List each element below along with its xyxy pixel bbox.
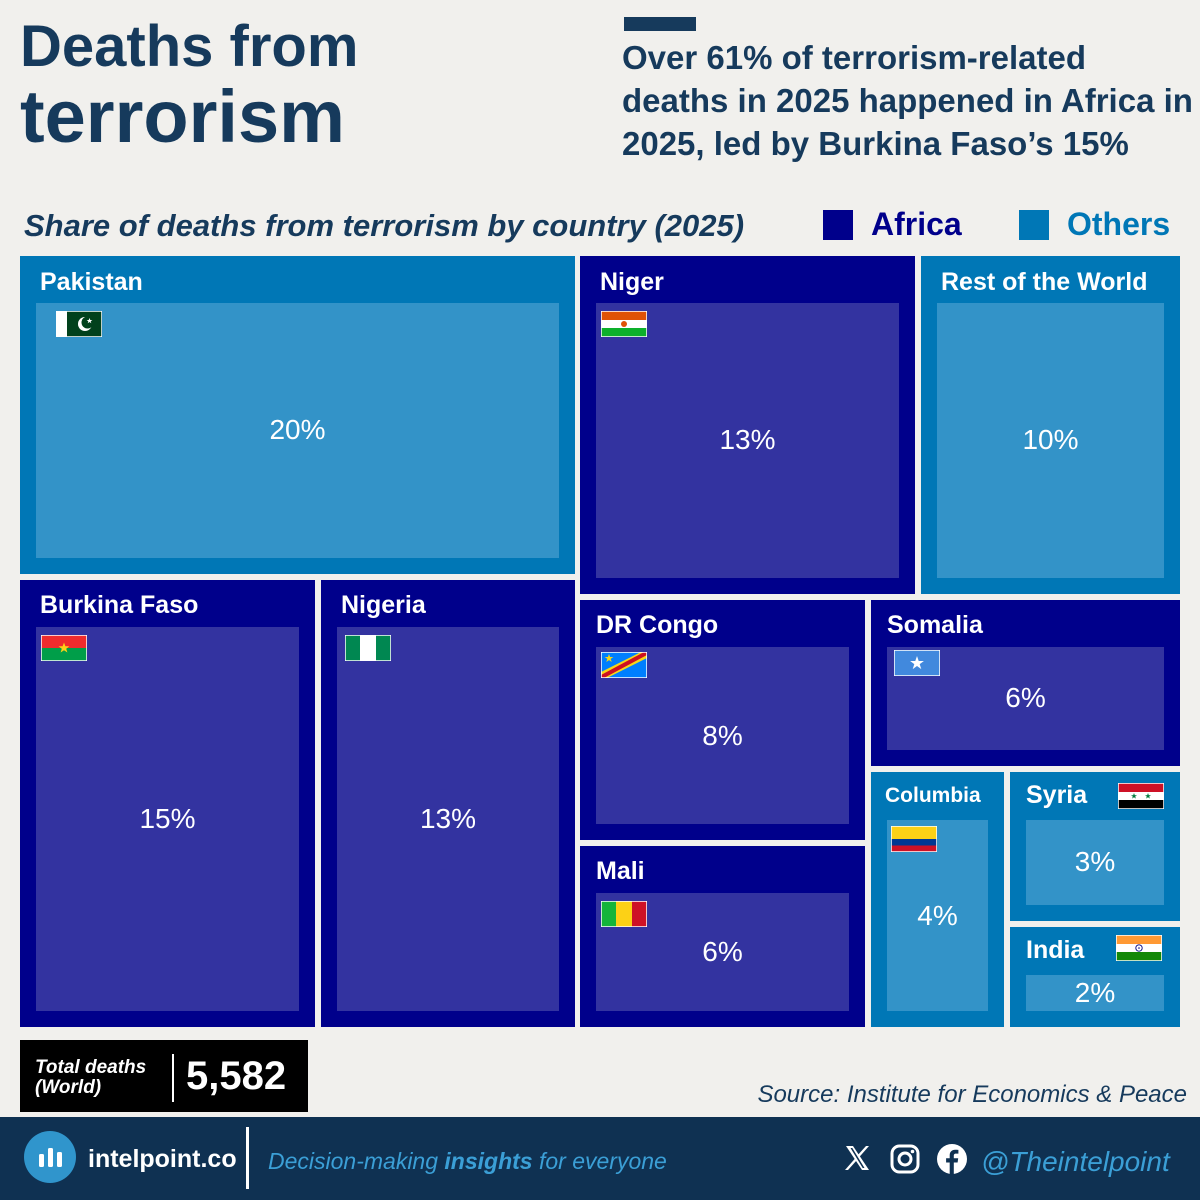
tile-inner-niger — [596, 303, 899, 578]
legend-others-swatch — [1019, 209, 1049, 240]
brand-logo-icon[interactable] — [24, 1131, 76, 1183]
tile-value-syria: 3% — [1074, 846, 1116, 877]
tile-label-pakistan: Pakistan — [40, 268, 143, 296]
tile-value-nigeria: 13% — [419, 803, 477, 834]
tile-label-somalia: Somalia — [887, 611, 983, 639]
total-deaths-box: Total deaths (World) 5,582 — [20, 1040, 308, 1112]
legend-others: Others — [1019, 206, 1170, 243]
total-deaths-value: 5,582 — [186, 1054, 287, 1098]
flag-dr-congo-icon — [600, 651, 648, 683]
tile-inner-rest-of-the-world — [937, 303, 1164, 578]
tile-label-niger: Niger — [600, 268, 664, 296]
total-deaths-label-line1: Total deaths — [35, 1057, 147, 1078]
treemap-tile-niger: Niger 13% — [580, 256, 915, 594]
headline-accent-bar — [624, 17, 696, 31]
tile-value-burkina-faso: 15% — [139, 803, 196, 834]
treemap-tile-somalia: Somalia 6% — [871, 600, 1180, 766]
legend-others-label: Others — [1067, 206, 1171, 242]
treemap-tile-rest-of-the-world: Rest of the World 10% — [921, 256, 1180, 594]
instagram-icon[interactable] — [889, 1143, 921, 1180]
total-deaths-label-line2: (World) — [35, 1077, 102, 1098]
tile-value-mali: 6% — [702, 936, 743, 967]
flag-pakistan-icon — [55, 310, 103, 342]
tile-value-pakistan: 20% — [269, 414, 326, 445]
treemap-tile-nigeria: Nigeria 13% — [321, 580, 575, 1027]
treemap-tile-burkina-faso: Burkina Faso 15% — [20, 580, 315, 1027]
tile-label-syria: Syria — [1026, 781, 1088, 809]
treemap-tile-mali: Mali 6% — [580, 846, 865, 1027]
tile-label-dr-congo: DR Congo — [596, 611, 719, 639]
source-note: Source: Institute for Economics & Peace — [757, 1081, 1187, 1108]
tile-inner-pakistan — [36, 303, 559, 558]
tagline: Decision-making insights for everyone — [268, 1148, 667, 1175]
tile-inner-mali — [596, 893, 849, 1011]
treemap-tile-dr-congo: DR Congo 8% — [580, 600, 865, 840]
tile-inner-burkina-faso — [36, 627, 299, 1011]
tile-label-rest-of-the-world: Rest of the World — [941, 268, 1148, 296]
flag-burkina-faso-icon — [40, 634, 88, 666]
treemap-tile-india: India 2% — [1010, 927, 1180, 1027]
tile-value-india: 2% — [1074, 977, 1116, 1008]
tile-inner-india — [1026, 975, 1164, 1011]
treemap-tile-columbia: Columbia 4% — [871, 772, 1004, 1027]
tile-inner-syria — [1026, 820, 1164, 905]
treemap-tile-syria: Syria 3% — [1010, 772, 1180, 921]
social-handle[interactable]: @Theintelpoint — [981, 1146, 1170, 1177]
headline: Over 61% of terrorism-related deaths in … — [622, 39, 1193, 162]
brand-name[interactable]: intelpoint.co — [88, 1145, 237, 1173]
flag-niger-icon — [600, 310, 648, 342]
tile-value-dr-congo: 8% — [702, 720, 743, 751]
legend-africa-label: Africa — [871, 206, 962, 242]
facebook-icon[interactable] — [936, 1143, 968, 1180]
page-title: Deaths from terrorism — [20, 18, 358, 154]
footer: intelpoint.co Decision-making insights f… — [0, 1117, 1200, 1200]
total-deaths-label: Total deaths (World) — [35, 1058, 146, 1098]
tile-inner-dr-congo — [596, 647, 849, 824]
tagline-post: for everyone — [532, 1148, 667, 1174]
tile-label-burkina-faso: Burkina Faso — [40, 591, 199, 619]
tagline-bold: insights — [444, 1148, 533, 1174]
legend-africa-swatch — [823, 209, 853, 240]
tile-value-niger: 13% — [719, 424, 776, 455]
title-line-2: terrorism — [20, 75, 345, 158]
tile-inner-somalia — [887, 647, 1164, 750]
tagline-pre: Decision-making — [268, 1148, 445, 1174]
x-icon[interactable] — [842, 1143, 872, 1178]
tile-value-rest-of-the-world: 10% — [1022, 424, 1079, 455]
legend-africa: Africa — [823, 206, 962, 243]
tile-label-nigeria: Nigeria — [341, 591, 426, 619]
tile-label-india: India — [1026, 936, 1085, 964]
tile-label-columbia: Columbia — [885, 784, 981, 807]
flag-colombia-icon — [890, 825, 938, 857]
title-line-1: Deaths from — [20, 14, 359, 79]
chart-title: Share of deaths from terrorism by countr… — [24, 208, 745, 243]
flag-mali-icon — [600, 900, 648, 932]
flag-somalia-icon — [893, 649, 941, 681]
flag-syria-icon — [1117, 782, 1165, 814]
tile-value-columbia: 4% — [917, 900, 958, 931]
tile-label-mali: Mali — [596, 857, 645, 885]
tile-inner-columbia — [887, 820, 988, 1011]
tile-value-somalia: 6% — [1005, 682, 1046, 713]
flag-india-icon — [1115, 934, 1163, 966]
total-deaths-divider — [172, 1054, 174, 1102]
treemap-tile-pakistan: Pakistan 20% — [20, 256, 575, 574]
flag-nigeria-icon — [344, 634, 392, 666]
tile-inner-nigeria — [337, 627, 559, 1011]
footer-divider — [246, 1127, 249, 1189]
